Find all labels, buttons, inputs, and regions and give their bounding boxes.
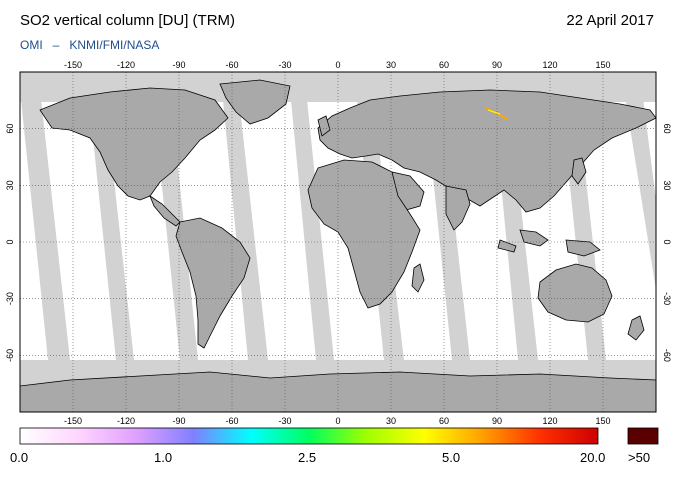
- lon-tick-bottom: -90: [172, 416, 185, 426]
- north-america: [39, 87, 229, 201]
- lon-tick-top: -90: [172, 60, 185, 70]
- lat-tick-right: 0: [662, 239, 672, 244]
- lat-tick-right: -60: [662, 349, 672, 362]
- map-title: SO2 vertical column [DU] (TRM): [20, 12, 236, 29]
- orbit-gap-stripe: [624, 90, 656, 290]
- orbit-gap-stripe: [88, 90, 134, 360]
- lon-tick-bottom: 90: [492, 416, 502, 426]
- map-frame: [19, 71, 657, 413]
- new-zealand: [627, 315, 645, 341]
- lon-tick-bottom: -30: [278, 416, 291, 426]
- greenland: [219, 79, 291, 125]
- instrument-label: OMI: [20, 38, 43, 52]
- lon-tick-bottom: 30: [386, 416, 396, 426]
- lon-tick-top: 120: [542, 60, 557, 70]
- data-source: OMI – KNMI/FMI/NASA: [20, 38, 169, 52]
- colorbar-overflow-box: [627, 427, 659, 445]
- lon-tick-top: -150: [64, 60, 82, 70]
- lon-tick-bottom: 0: [335, 416, 340, 426]
- organization-label: KNMI/FMI/NASA: [69, 38, 160, 52]
- lat-tick-left: 0: [5, 239, 15, 244]
- map-area: [20, 72, 656, 412]
- sumatra: [497, 239, 517, 253]
- lat-tick-right: 30: [662, 180, 672, 190]
- lon-tick-top: 0: [335, 60, 340, 70]
- axis-ticks: -150 -150 -120 -120 -90 -90 -60 -60 -30 -30 0 0 30 30…: [5, 60, 672, 426]
- lat-tick-left: 60: [5, 124, 15, 134]
- colorbar-label-3: 5.0: [442, 450, 461, 465]
- lon-tick-bottom: -60: [225, 416, 238, 426]
- lat-tick-left: 30: [5, 180, 15, 190]
- lat-tick-right: -30: [662, 292, 672, 305]
- lat-tick-left: -60: [5, 349, 15, 362]
- lon-tick-bottom: 120: [542, 416, 557, 426]
- colorbar-overflow-label: >50: [628, 450, 651, 465]
- africa: [307, 159, 421, 309]
- graticule: [20, 72, 656, 412]
- lon-tick-bottom: 150: [595, 416, 610, 426]
- colorbar-label-4: 20.0: [580, 450, 606, 465]
- map-date: 22 April 2017: [566, 12, 654, 29]
- orbit-gap-stripe: [290, 90, 334, 360]
- japan: [571, 157, 587, 185]
- british-isles: [317, 115, 331, 137]
- lon-tick-top: -30: [278, 60, 291, 70]
- colorbar-label-1: 1.0: [154, 450, 173, 465]
- lon-tick-top: 30: [386, 60, 396, 70]
- madagascar: [411, 263, 425, 293]
- orbit-gap-stripe: [222, 90, 268, 360]
- so2-hotspot-core: [487, 109, 501, 115]
- colorbar-label-0: 0.0: [10, 450, 29, 465]
- lon-tick-bottom: 60: [439, 416, 449, 426]
- south-america: [175, 217, 251, 349]
- lon-tick-top: 60: [439, 60, 449, 70]
- lon-tick-top: -120: [117, 60, 135, 70]
- colorbar-label-2: 2.5: [298, 450, 317, 465]
- lon-tick-bottom: -120: [117, 416, 135, 426]
- new-guinea: [565, 239, 601, 257]
- eurasia: [317, 89, 656, 213]
- so2-hotspot: [485, 107, 509, 121]
- central-america: [149, 194, 181, 227]
- australia: [537, 263, 613, 323]
- orbit-gap-stripe: [20, 90, 70, 360]
- india: [445, 185, 471, 231]
- colorbar: [19, 427, 599, 445]
- lat-tick-left: -30: [5, 292, 15, 305]
- lon-tick-top: 150: [595, 60, 610, 70]
- lon-tick-top: 90: [492, 60, 502, 70]
- lon-tick-bottom: -150: [64, 416, 82, 426]
- source-separator: –: [52, 38, 60, 52]
- lat-tick-right: 60: [662, 124, 672, 134]
- lon-tick-top: -60: [225, 60, 238, 70]
